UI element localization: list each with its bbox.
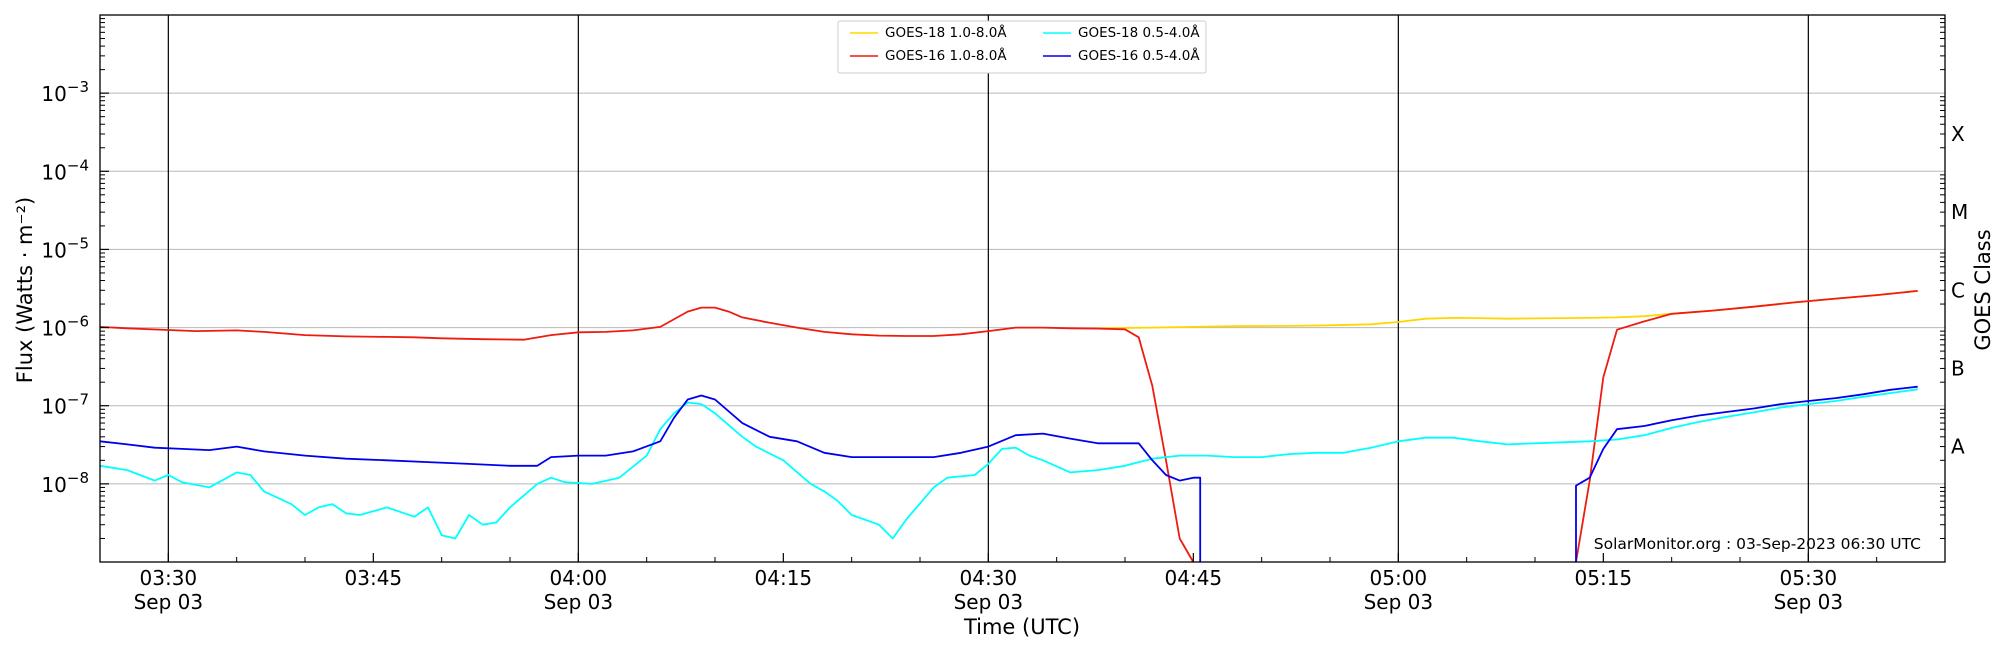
y-tick-labels: 10−8 10−7 10−6 10−5 10−4 10−3 (41, 78, 89, 497)
x-tick-label-5: 04:45 (1165, 566, 1223, 590)
plot-frame (99, 14, 1946, 563)
legend-box (837, 20, 1207, 74)
x-tick-date-0: Sep 03 (134, 590, 204, 614)
x-tick-date-2: Sep 03 (544, 590, 614, 614)
legend-label-3: GOES-16 0.5-4.0Å (1078, 47, 1200, 64)
y-tick-label-2: 10−6 (41, 313, 89, 341)
y-tick-label-5: 10−3 (41, 78, 89, 106)
x-tick-label-4: 04:30 (960, 566, 1018, 590)
x-tick-label-6: 05:00 (1370, 566, 1428, 590)
y-tick-label-0: 10−8 (41, 469, 89, 497)
goes-class-labels: A B C M X (1951, 122, 1968, 459)
credit-annotation: SolarMonitor.org : 03-Sep-2023 06:30 UTC (1594, 535, 1921, 553)
goes-class-a: A (1951, 435, 1965, 459)
series-line-3-1 (1575, 385, 1918, 562)
right-axis-title: GOES Class (1971, 229, 1995, 350)
y-tick-label-3: 10−5 (41, 234, 89, 262)
legend-label-1: GOES-16 1.0-8.0Å (885, 47, 1007, 64)
axis-ticks (99, 18, 1946, 562)
x-tick-label-2: 04:00 (550, 566, 608, 590)
y-tick-label-1: 10−7 (41, 391, 89, 419)
legend: GOES-18 1.0-8.0Å GOES-16 1.0-8.0Å GOES-18 … (837, 20, 1207, 74)
series-line-1-1 (1575, 290, 1918, 563)
x-axis-title: Time (UTC) (963, 615, 1080, 639)
x-tick-label-7: 05:15 (1575, 566, 1633, 590)
half-hour-lines (167, 15, 1809, 562)
x-tick-label-8: 05:30 (1780, 566, 1838, 590)
y-axis-title: Flux (Watts · m⁻²) (13, 197, 37, 383)
x-tick-date-4: Sep 03 (954, 590, 1024, 614)
x-tick-date-8: Sep 03 (1774, 590, 1844, 614)
x-tick-date-6: Sep 03 (1364, 590, 1434, 614)
y-tick-label-4: 10−4 (41, 156, 89, 184)
x-tick-label-3: 04:15 (755, 566, 813, 590)
grid-lines (100, 92, 1945, 485)
series-line-3-0 (99, 394, 1202, 562)
goes-class-x: X (1951, 122, 1965, 146)
series-line-2-0 (99, 388, 1918, 540)
series-lines (99, 290, 1918, 563)
goes-class-c: C (1951, 278, 1965, 302)
series-line-1-0 (99, 306, 1195, 563)
x-tick-label-0: 03:30 (140, 566, 198, 590)
goes-class-b: B (1951, 356, 1965, 380)
goes-class-m: M (1951, 200, 1968, 224)
legend-label-2: GOES-18 0.5-4.0Å (1078, 24, 1200, 41)
x-tick-label-1: 03:45 (345, 566, 403, 590)
series-line-0-0 (1097, 290, 1918, 330)
legend-label-0: GOES-18 1.0-8.0Å (885, 24, 1007, 41)
